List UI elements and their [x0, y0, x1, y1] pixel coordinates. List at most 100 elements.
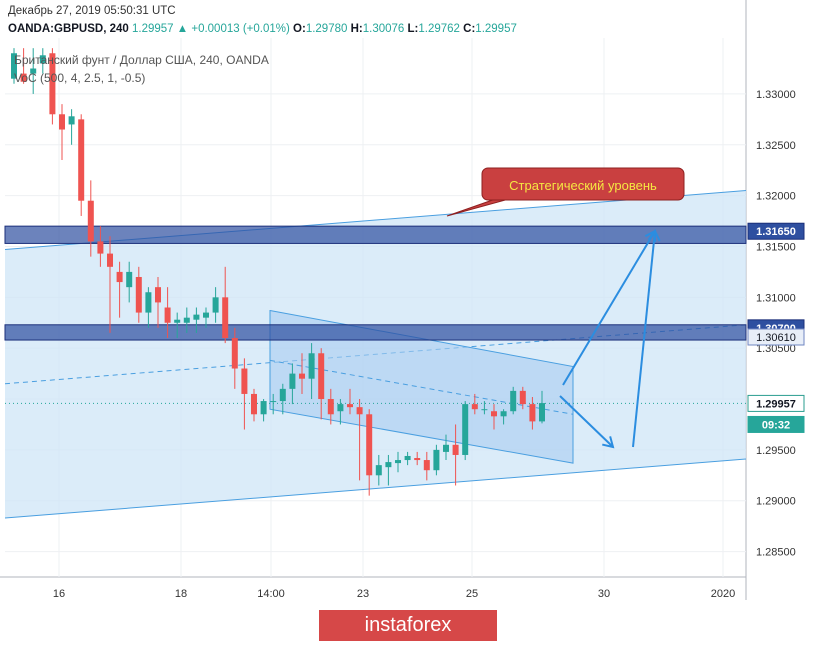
candle-body [59, 114, 65, 130]
candle-body [39, 55, 46, 64]
candle-body [222, 297, 229, 339]
y-tick-label: 1.32500 [756, 140, 796, 152]
candle-body [174, 319, 181, 323]
price-label-box [747, 222, 805, 240]
candle-body [116, 271, 123, 283]
y-tick-label: 1.32000 [756, 191, 796, 203]
candle-body [193, 314, 200, 320]
x-tick-label: 25 [466, 588, 478, 600]
candle-body [443, 444, 449, 452]
price-label: 1.29957 [756, 398, 796, 410]
close-key: C: [463, 23, 476, 35]
price-label-box [747, 394, 805, 412]
high-key: H: [350, 23, 363, 35]
candle-body [260, 401, 267, 415]
y-tick-label: 1.28500 [756, 547, 796, 559]
triangle-up-icon: ▲ [176, 23, 189, 35]
candle-body [462, 404, 469, 455]
last-price-label: 1.29957 [131, 23, 174, 35]
candle-body [279, 388, 286, 402]
forecast-arrow-down-head [602, 436, 615, 449]
price-label-box [747, 328, 805, 346]
candle-body [347, 404, 353, 408]
candle-body [87, 200, 94, 242]
candle-body [164, 307, 171, 323]
candle-body [539, 403, 545, 422]
candle-body [145, 292, 152, 313]
y-tick-label: 1.30500 [756, 343, 796, 355]
candle-body [481, 409, 488, 411]
x-tick-label: 18 [175, 588, 187, 600]
chart-datetime: Декабрь 27, 2019 05:50:31 UTC [8, 5, 176, 17]
forecast-arrow-down [559, 395, 614, 448]
candle-body [203, 312, 209, 318]
price-label: 1.30610 [756, 332, 796, 344]
price-label-box [747, 415, 805, 433]
candle-body [241, 368, 248, 394]
candle-body [327, 399, 334, 415]
candle-body [366, 414, 373, 476]
price-label: 09:32 [762, 419, 790, 431]
candle-body [375, 465, 382, 476]
forecast-arrow-up [562, 230, 656, 386]
price-label: 1.31650 [756, 226, 796, 238]
candle-body [519, 390, 526, 405]
candle-body [107, 253, 113, 267]
candle-body [356, 407, 363, 415]
candle-body [135, 276, 142, 313]
candle-body [471, 404, 478, 410]
y-tick-label: 1.29000 [756, 496, 796, 508]
x-tick-label: 2020 [711, 588, 735, 600]
resistance-zone-2 [4, 324, 747, 341]
candle-body [289, 373, 296, 389]
callout-text: Стратегический уровень [509, 178, 657, 193]
low-key: L: [407, 23, 419, 35]
candle-body [308, 353, 315, 379]
high-value: 1.30076 [362, 23, 405, 35]
y-tick-label: 1.29500 [756, 445, 796, 457]
candle-body [183, 317, 190, 323]
indicator-label[interactable]: VoC (500, 4, 2.5, 1, -0.5) [14, 71, 146, 85]
x-tick-label: 16 [53, 588, 65, 600]
candle-body [212, 297, 219, 313]
x-tick-label: 30 [598, 588, 610, 600]
forecast-arrow-rebound [632, 230, 656, 448]
instaforex-logo: instaforex [319, 610, 497, 641]
symbol-label: OANDA:GBPUSD, 240 [8, 23, 129, 35]
candle-body [231, 338, 238, 369]
candle-body [414, 458, 421, 461]
candle-body [30, 68, 37, 74]
candle-body [337, 404, 344, 412]
candle-body [11, 53, 17, 79]
candle-body [270, 401, 277, 403]
candle-body [423, 460, 430, 471]
candle-body [318, 353, 325, 400]
candle-body [155, 287, 161, 303]
x-tick-label: 23 [357, 588, 369, 600]
resistance-zone-1 [4, 225, 747, 244]
close-value: 1.29957 [475, 23, 517, 35]
candle-body [299, 373, 305, 379]
low-value: 1.29762 [418, 23, 460, 35]
candle-body [433, 449, 440, 471]
y-tick-label: 1.31000 [756, 292, 796, 304]
candle-body [404, 455, 411, 461]
descending-channel [269, 309, 574, 464]
x-tick-label: 14:00 [257, 588, 285, 600]
change-label: +0.00013 (+0.01%) [191, 23, 290, 35]
forecast-arrow-rebound-head [647, 229, 661, 242]
candle-body [20, 73, 27, 82]
candle-body [251, 393, 257, 415]
candle-body [529, 404, 536, 422]
candle-body [49, 53, 56, 115]
callout-box [481, 167, 685, 201]
candle-body [385, 462, 392, 468]
candle-body [126, 271, 133, 288]
candle-body [68, 116, 75, 125]
candle-body [510, 390, 517, 412]
y-tick-label: 1.33000 [756, 89, 796, 101]
candle-body [452, 444, 459, 455]
candle-body [78, 119, 85, 201]
